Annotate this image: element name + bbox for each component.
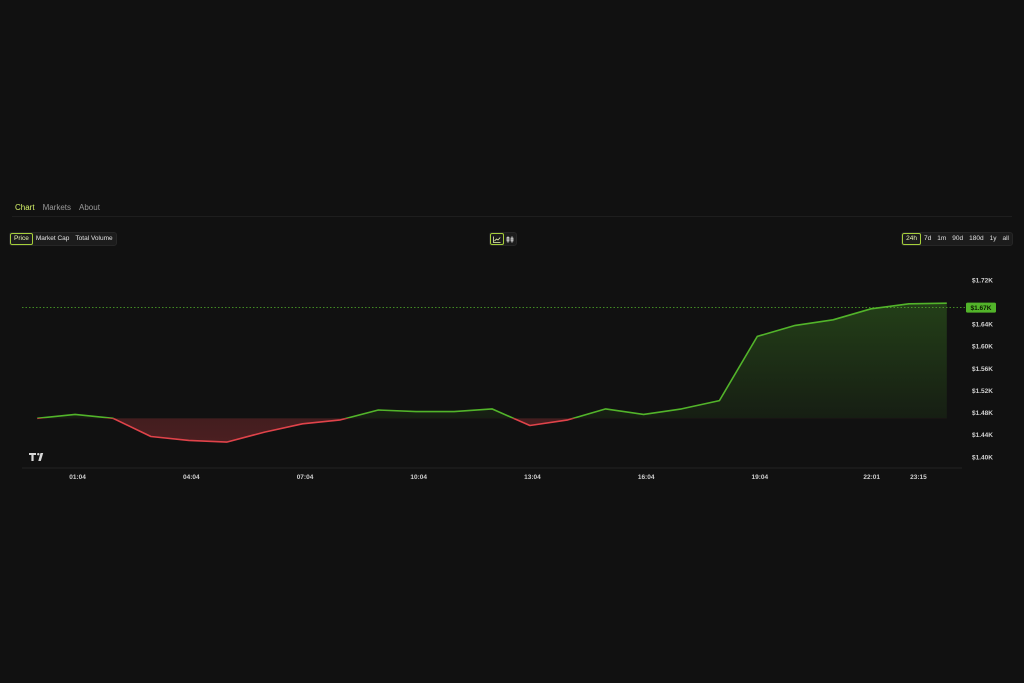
x-tick-label: 13:04	[524, 474, 541, 481]
metric-toggle: Price Market Cap Total Volume	[9, 232, 117, 246]
candlestick-chart-button[interactable]	[504, 233, 516, 245]
range-1m-button[interactable]: 1m	[937, 235, 947, 242]
range-24h-button[interactable]: 24h	[902, 233, 922, 245]
x-tick-label: 04:04	[183, 474, 200, 481]
price-line-up	[37, 302, 947, 419]
x-tick-label: 01:04	[69, 474, 86, 481]
y-tick-label: $1.44K	[972, 432, 993, 439]
line-chart-icon	[493, 236, 501, 243]
x-tick-label: 23:15	[910, 474, 927, 481]
line-chart-button[interactable]	[490, 233, 504, 245]
price-area-down	[37, 418, 947, 443]
range-7d-button[interactable]: 7d	[924, 235, 932, 242]
x-tick-label: 16:04	[638, 474, 655, 481]
current-price-tag: $1.67K	[966, 302, 996, 313]
range-1y-button[interactable]: 1y	[989, 235, 997, 242]
x-tick-label: 19:04	[752, 474, 769, 481]
total-volume-toggle-button[interactable]: Total Volume	[75, 235, 113, 242]
y-tick-label: $1.64K	[972, 322, 993, 329]
chart-view-toggle	[489, 232, 517, 246]
range-90d-button[interactable]: 90d	[952, 235, 964, 242]
y-tick-label: $1.52K	[972, 388, 993, 395]
x-tick-label: 10:04	[410, 474, 427, 481]
y-tick-label: $1.48K	[972, 410, 993, 417]
price-line-down	[37, 418, 577, 443]
y-tick-label: $1.60K	[972, 344, 993, 351]
y-tick-label: $1.56K	[972, 366, 993, 373]
tradingview-logo	[29, 453, 44, 461]
y-tick-label: $1.72K	[972, 277, 993, 284]
price-chart[interactable]: $1.72K $1.64K $1.60K $1.56K $1.52K $1.48K $1.4…	[0, 260, 1024, 490]
market-cap-toggle-button[interactable]: Market Cap	[35, 235, 70, 242]
section-tabs: Chart Markets About	[15, 203, 100, 217]
tab-chart[interactable]: Chart	[15, 203, 35, 217]
tab-about[interactable]: About	[79, 203, 100, 212]
price-toggle-button[interactable]: Price	[10, 233, 33, 245]
tabs-divider	[12, 216, 1012, 217]
time-range-toggle: 24h 7d 1m 90d 180d 1y all	[901, 232, 1013, 246]
current-price-label: $1.67K	[971, 305, 992, 312]
x-tick-label: 07:04	[297, 474, 314, 481]
x-tick-label: 22:01	[863, 474, 880, 481]
range-all-button[interactable]: all	[1002, 235, 1009, 242]
price-area-up	[37, 303, 947, 419]
tab-markets[interactable]: Markets	[42, 203, 72, 212]
candlestick-chart-icon	[506, 235, 514, 243]
range-180d-button[interactable]: 180d	[969, 235, 984, 242]
x-axis: 01:04 04:04 07:04 10:04 13:04 16:04 19:04 22:01…	[69, 474, 927, 481]
y-axis: $1.72K $1.64K $1.60K $1.56K $1.52K $1.48K $1.4…	[972, 277, 993, 461]
y-tick-label: $1.40K	[972, 454, 993, 461]
